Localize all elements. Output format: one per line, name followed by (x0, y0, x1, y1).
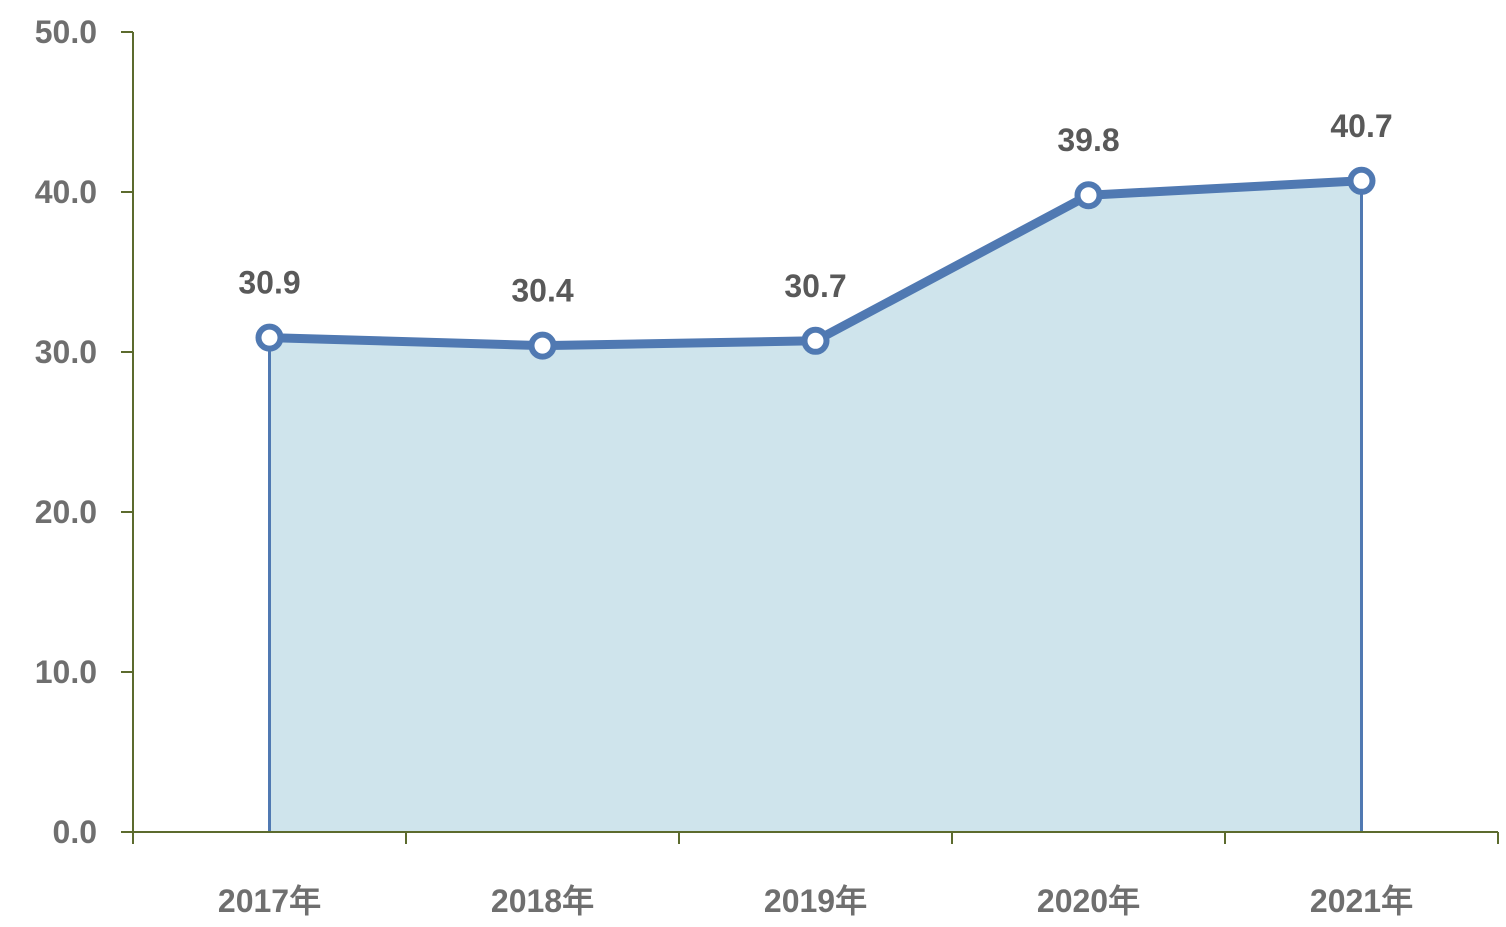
area-layer (268, 180, 1363, 833)
y-tick-label: 30.0 (35, 334, 97, 370)
x-tick-label: 2020年 (1037, 883, 1140, 919)
x-tick-label: 2021年 (1310, 883, 1413, 919)
y-tick-label: 40.0 (35, 174, 97, 210)
data-point-marker (1347, 166, 1376, 195)
data-point-marker (1074, 181, 1103, 210)
data-label: 30.7 (784, 268, 846, 304)
series-area-fill (269, 180, 1362, 833)
y-tick-label: 0.0 (53, 814, 97, 850)
y-tick-label: 20.0 (35, 494, 97, 530)
x-tick-label: 2019年 (764, 883, 867, 919)
data-label: 30.4 (511, 273, 573, 309)
data-label: 40.7 (1330, 108, 1392, 144)
axis-layer: 0.0 10.0 20.0 30.0 40.0 50.0 2017年 2018年 2019年 20… (35, 14, 1499, 919)
y-tick-label: 50.0 (35, 14, 97, 50)
marker-layer (255, 166, 1376, 360)
y-tick-label: 10.0 (35, 654, 97, 690)
label-layer: 30.9 30.4 30.7 39.8 40.7 (238, 108, 1392, 309)
data-point-marker (528, 331, 557, 360)
data-label: 30.9 (238, 265, 300, 301)
x-tick-label: 2018年 (491, 883, 594, 919)
x-tick-label: 2017年 (218, 883, 321, 919)
data-label: 39.8 (1057, 122, 1119, 158)
data-point-marker (801, 326, 830, 355)
data-point-marker (255, 323, 284, 352)
